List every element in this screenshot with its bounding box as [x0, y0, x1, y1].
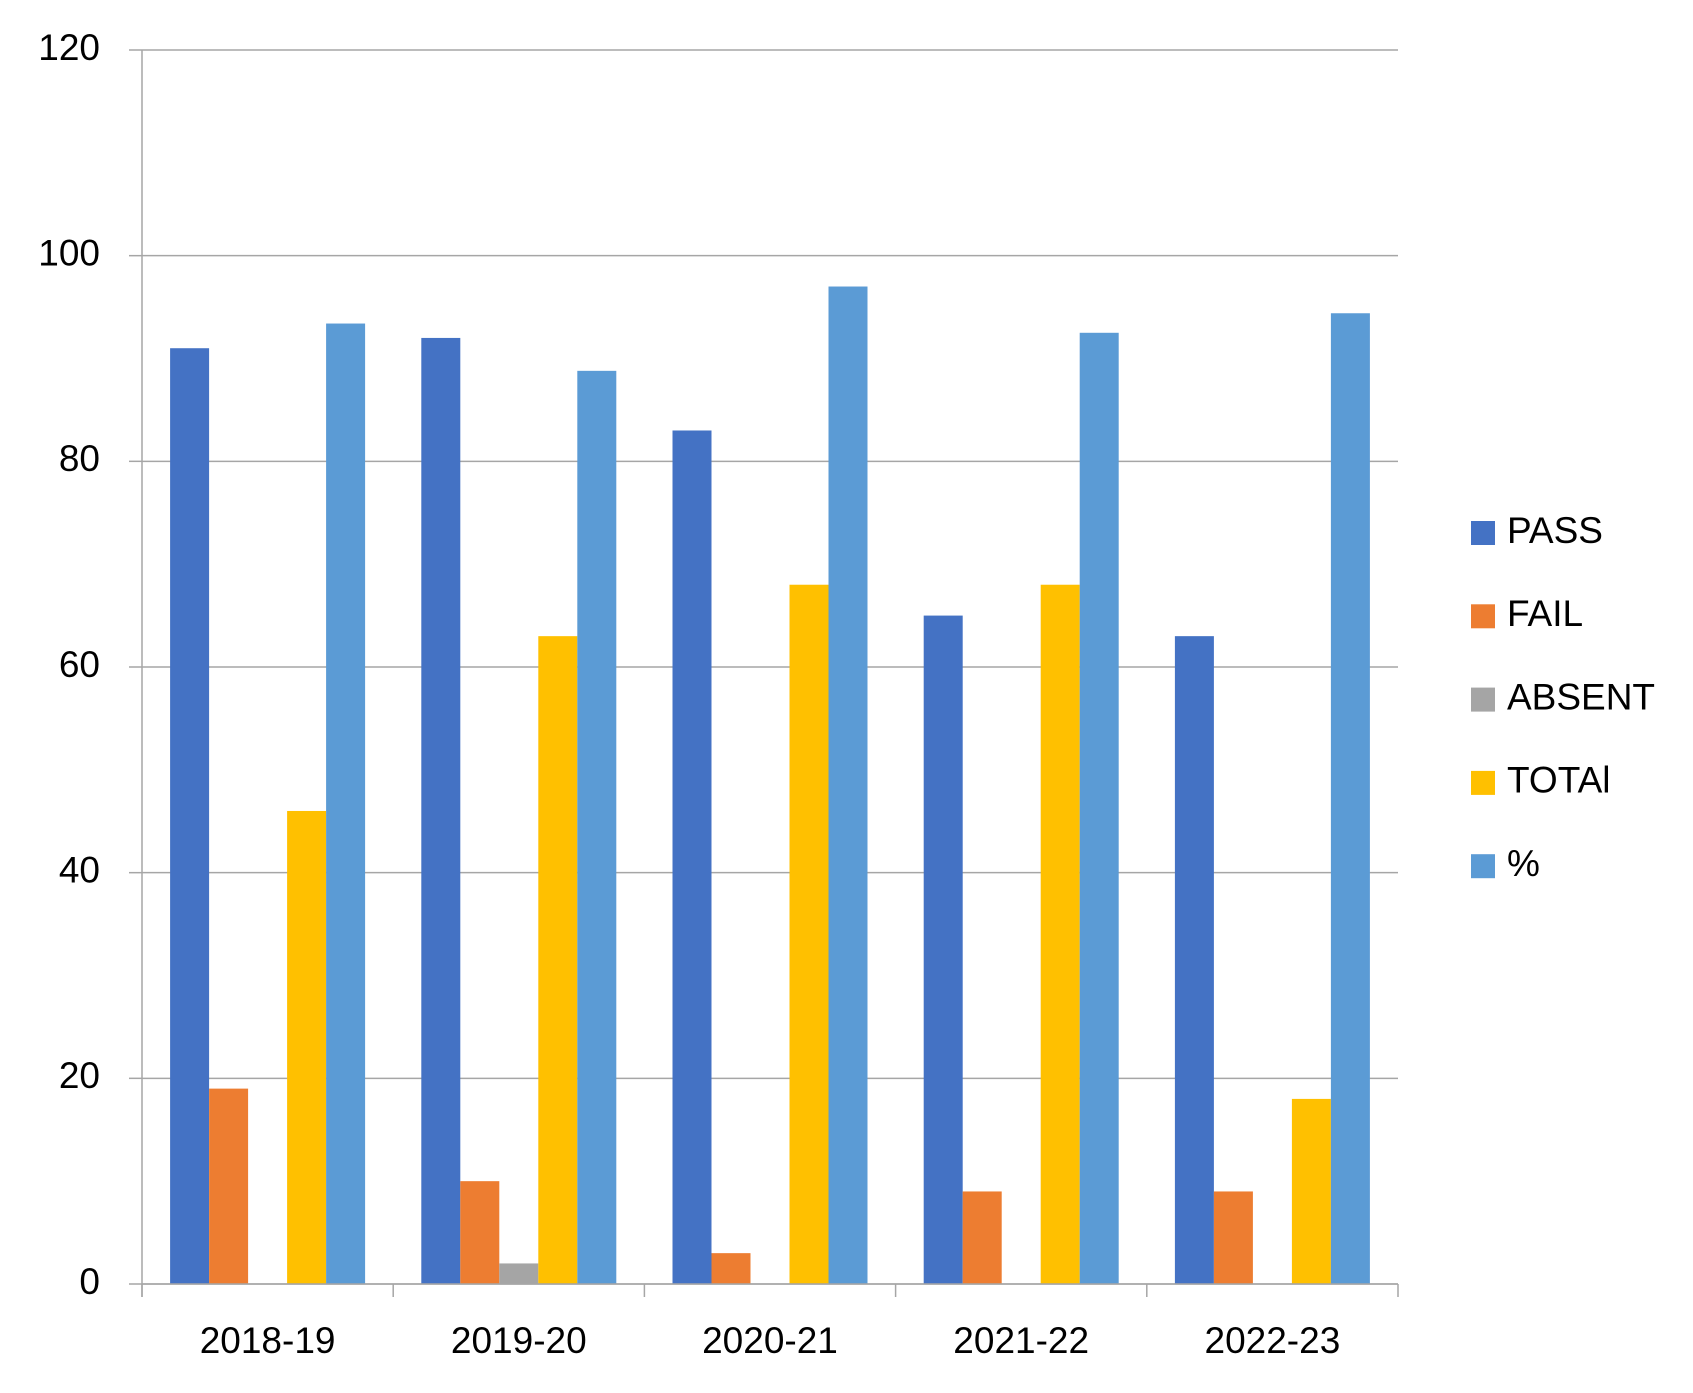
bar — [711, 1253, 751, 1284]
bar — [326, 323, 366, 1285]
bar — [828, 286, 868, 1284]
bar — [538, 636, 578, 1284]
bar — [962, 1191, 1002, 1284]
x-tick-label: 2019-20 — [451, 1320, 587, 1361]
y-tick-label: 80 — [59, 438, 100, 479]
y-tick-label: 120 — [38, 27, 100, 68]
bar — [209, 1088, 249, 1284]
legend-label: ABSENT — [1507, 676, 1655, 717]
bar — [1291, 1098, 1331, 1284]
legend-label: FAIL — [1507, 593, 1583, 634]
legend-swatch — [1471, 854, 1495, 879]
bar — [1213, 1191, 1253, 1284]
legend-label: TOTAl — [1507, 760, 1610, 801]
x-tick-label: 2018-19 — [200, 1320, 336, 1361]
bar — [421, 337, 461, 1284]
bar — [170, 348, 210, 1284]
bar — [460, 1181, 500, 1284]
bar — [923, 615, 963, 1284]
bar — [1040, 584, 1080, 1284]
bar — [672, 430, 712, 1284]
bar — [1330, 313, 1370, 1285]
bar — [1079, 332, 1119, 1285]
y-tick-label: 40 — [59, 849, 100, 890]
x-tick-label: 2021-22 — [953, 1320, 1089, 1361]
legend-swatch — [1471, 770, 1495, 795]
legend-swatch — [1471, 521, 1495, 545]
legend-label: % — [1507, 843, 1540, 884]
legend-label: PASS — [1507, 510, 1603, 551]
y-tick-label: 100 — [38, 232, 100, 273]
bar — [577, 370, 617, 1285]
bar — [789, 584, 829, 1284]
y-tick-label: 0 — [79, 1261, 100, 1302]
legend-swatch — [1471, 687, 1495, 712]
bar — [1174, 636, 1214, 1284]
x-tick-label: 2020-21 — [702, 1320, 838, 1361]
bar — [287, 810, 327, 1284]
legend-swatch — [1471, 604, 1495, 629]
y-tick-label: 60 — [59, 644, 100, 685]
x-tick-label: 2022-23 — [1205, 1320, 1341, 1361]
y-tick-label: 20 — [59, 1055, 100, 1096]
bar — [499, 1263, 539, 1284]
